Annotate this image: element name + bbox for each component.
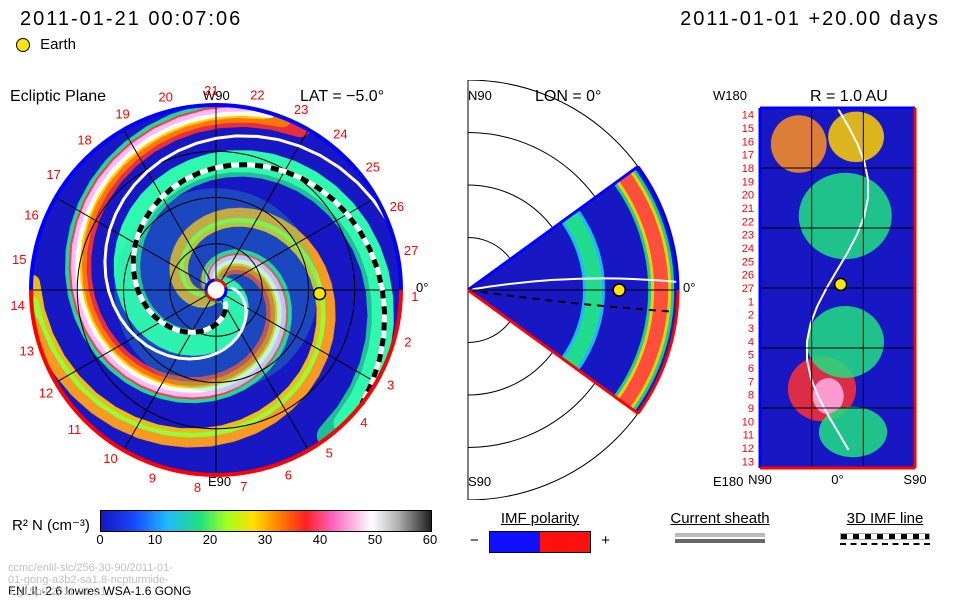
svg-text:2: 2: [404, 335, 411, 350]
svg-text:1: 1: [411, 289, 418, 304]
colorbar-gradient: [100, 510, 432, 532]
svg-text:24: 24: [333, 127, 347, 142]
svg-text:24: 24: [742, 243, 754, 255]
imf-plus: +: [601, 532, 610, 549]
svg-text:11: 11: [68, 422, 82, 437]
svg-text:22: 22: [250, 87, 264, 102]
svg-text:4: 4: [748, 336, 754, 348]
svg-text:19: 19: [742, 176, 754, 188]
svg-text:11: 11: [743, 430, 754, 442]
imf-polarity-legend: IMF polarity − +: [470, 510, 610, 553]
svg-text:6: 6: [748, 363, 754, 375]
svg-text:17: 17: [46, 167, 60, 182]
svg-text:20: 20: [742, 190, 754, 202]
imf-swatch: [489, 531, 591, 553]
svg-text:N90: N90: [748, 472, 772, 487]
colorbar-label: R² N (cm⁻³): [12, 516, 90, 534]
svg-text:25: 25: [366, 159, 380, 174]
svg-text:12: 12: [39, 385, 53, 400]
svg-text:26: 26: [742, 270, 754, 282]
panels: Ecliptic Plane LAT = −5.0° W90 E90 0° 12…: [0, 80, 960, 500]
timestamp: 2011-01-21 00:07:06: [20, 8, 242, 31]
svg-text:26: 26: [390, 199, 404, 214]
svg-text:4: 4: [360, 415, 367, 430]
svg-text:12: 12: [742, 443, 754, 455]
imf-line-legend: 3D IMF line: [820, 510, 950, 545]
svg-text:25: 25: [742, 256, 754, 268]
svg-text:5: 5: [326, 446, 333, 461]
ecliptic-chart: 1234567891011121314151617181920212223242…: [6, 80, 426, 500]
svg-text:23: 23: [294, 102, 308, 117]
earth-marker-icon: [16, 38, 30, 52]
svg-text:9: 9: [149, 471, 156, 486]
earth-legend: Earth: [16, 36, 76, 53]
svg-text:6: 6: [285, 467, 292, 482]
footer: ENLIL-2.6 lowres WSA-1.6 GONG ccmc/enlil…: [8, 584, 191, 598]
header: 2011-01-21 00:07:06 2011-01-01 +20.00 da…: [0, 8, 960, 32]
svg-text:18: 18: [742, 163, 754, 175]
svg-text:2: 2: [748, 310, 754, 322]
svg-text:15: 15: [742, 123, 754, 135]
svg-text:21: 21: [742, 203, 754, 215]
svg-text:7: 7: [240, 479, 247, 494]
svg-text:19: 19: [115, 106, 129, 121]
svg-text:5: 5: [748, 350, 754, 362]
svg-text:17: 17: [742, 150, 754, 162]
current-sheath-label: Current sheath: [670, 510, 769, 527]
svg-text:13: 13: [20, 343, 34, 358]
svg-text:13: 13: [742, 456, 754, 468]
svg-text:20: 20: [158, 89, 172, 104]
svg-text:7: 7: [748, 376, 754, 388]
svg-text:1: 1: [748, 296, 754, 308]
svg-text:14: 14: [10, 298, 24, 313]
svg-text:27: 27: [404, 243, 418, 258]
svg-text:21: 21: [204, 83, 218, 98]
svg-text:16: 16: [742, 136, 754, 148]
imf-line-swatch: [840, 533, 930, 545]
epoch: 2011-01-01 +20.00 days: [680, 8, 940, 31]
svg-text:9: 9: [748, 403, 754, 415]
footer-right: ccmc/enlil-slc/256-30-90/2011-01-01-gong…: [8, 562, 183, 598]
svg-text:0°: 0°: [831, 472, 843, 487]
imf-line-label: 3D IMF line: [847, 510, 924, 527]
imf-polarity-label: IMF polarity: [501, 510, 579, 527]
svg-text:8: 8: [748, 390, 754, 402]
svg-text:14: 14: [742, 110, 754, 122]
svg-text:15: 15: [12, 252, 26, 267]
svg-text:3: 3: [387, 377, 394, 392]
earth-label: Earth: [40, 36, 76, 53]
colorbar: 0102030405060: [100, 510, 430, 550]
svg-text:18: 18: [77, 133, 91, 148]
svg-text:3: 3: [748, 323, 754, 335]
svg-text:S90: S90: [903, 472, 926, 487]
svg-text:10: 10: [742, 416, 754, 428]
svg-text:27: 27: [742, 283, 754, 295]
current-sheath-legend: Current sheath: [650, 510, 790, 543]
colorbar-ticks: 0102030405060: [100, 532, 430, 550]
svg-text:22: 22: [742, 216, 754, 228]
svg-text:23: 23: [742, 230, 754, 242]
svg-text:10: 10: [103, 451, 117, 466]
cylindrical-chart: 1415161718192021222324252627123456789101…: [720, 80, 950, 500]
svg-text:8: 8: [194, 480, 201, 495]
current-sheath-swatch: [675, 533, 765, 543]
meridional-chart: [448, 80, 698, 500]
imf-minus: −: [470, 532, 479, 549]
svg-text:16: 16: [24, 207, 38, 222]
